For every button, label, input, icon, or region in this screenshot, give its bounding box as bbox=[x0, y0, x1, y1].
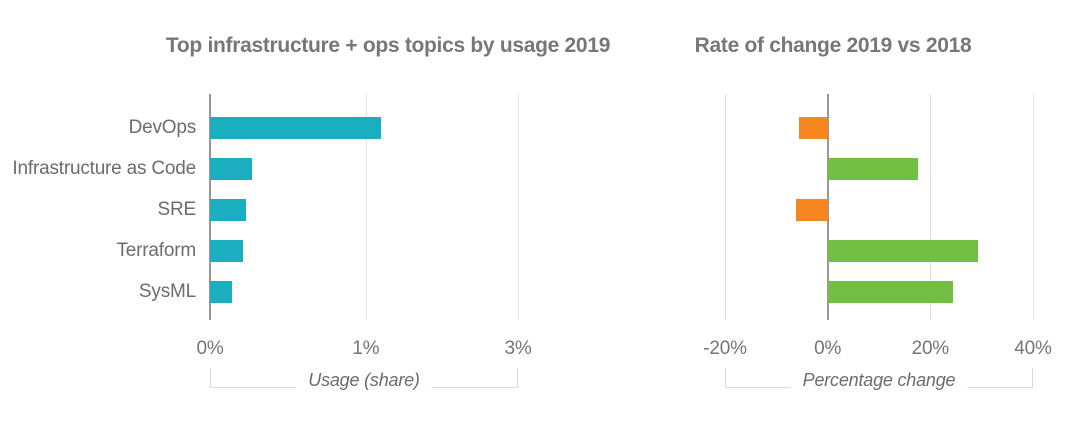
bar-terraform bbox=[827, 240, 978, 262]
usage-x-axis-ticks: 0% 1% 3% bbox=[196, 338, 531, 359]
rate-of-change-chart-title: Rate of change 2019 vs 2018 bbox=[694, 34, 972, 57]
rate-of-change-x-axis-label: Percentage change bbox=[790, 369, 968, 391]
category-label-sre: SRE bbox=[157, 199, 197, 220]
usage-x-axis-label: Usage (share) bbox=[296, 369, 432, 391]
category-label-terraform: Terraform bbox=[116, 240, 197, 261]
bar-sre bbox=[210, 199, 246, 221]
usage-x-axis-bracket: Usage (share) bbox=[210, 368, 518, 391]
usage-plot-area bbox=[209, 94, 519, 320]
x-tick-label: 20% bbox=[911, 338, 950, 359]
rate-of-change-plot-area bbox=[725, 94, 1034, 320]
category-label-infrastructure-as-code: Infrastructure as Code bbox=[12, 158, 196, 179]
x-tick-label: -20% bbox=[703, 338, 747, 359]
bar-sysml bbox=[210, 281, 232, 303]
usage-chart-title: Top infrastructure + ops topics by usage… bbox=[165, 34, 611, 57]
category-label-sysml: SysML bbox=[138, 281, 196, 302]
gridline bbox=[518, 94, 519, 320]
bar-devops bbox=[799, 117, 828, 139]
rate-of-change-x-axis-ticks: -20% 0% 20% 40% bbox=[703, 338, 1052, 359]
category-label-column: DevOps Infrastructure as Code SRE Terraform… bbox=[0, 94, 196, 320]
rate-of-change-x-axis-bracket: Percentage change bbox=[725, 368, 1033, 391]
zero-axis-line bbox=[826, 94, 829, 320]
gridline bbox=[365, 94, 367, 320]
bar-infrastructure-as-code bbox=[827, 158, 918, 180]
bar-terraform bbox=[210, 240, 243, 262]
category-label-devops: DevOps bbox=[128, 117, 197, 138]
x-tick-label: 40% bbox=[1014, 338, 1052, 359]
x-tick-label: 0% bbox=[196, 338, 224, 359]
bar-sre bbox=[795, 199, 828, 221]
x-tick-label: 1% bbox=[352, 338, 380, 359]
bar-infrastructure-as-code bbox=[210, 158, 253, 180]
gridline bbox=[930, 94, 932, 320]
x-tick-label: 3% bbox=[504, 338, 532, 359]
bar-devops bbox=[210, 117, 382, 139]
gridline bbox=[725, 94, 726, 320]
bar-sysml bbox=[827, 281, 954, 303]
gridline bbox=[1033, 94, 1034, 320]
x-tick-label: 0% bbox=[814, 338, 842, 359]
